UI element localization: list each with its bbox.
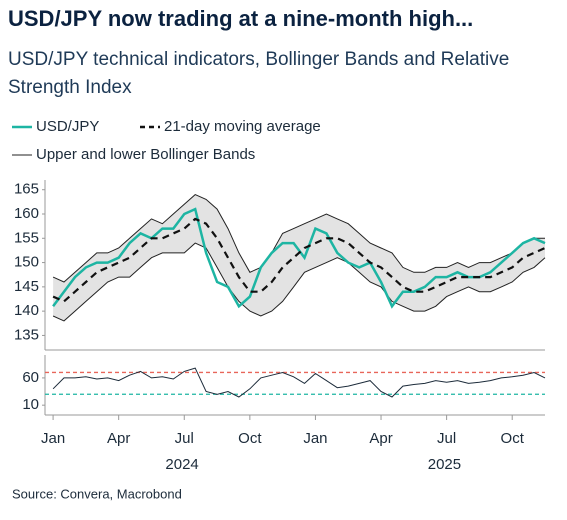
year-label: 2025 (428, 456, 461, 473)
legend-label: USD/JPY (36, 118, 99, 135)
source: Source: Convera, Macrobond (12, 486, 182, 501)
band-line (52, 194, 545, 283)
band-line (52, 242, 546, 322)
series-line (52, 207, 546, 309)
x-tick-label: Jan (303, 430, 327, 447)
y-tick-label: 150 (14, 254, 39, 271)
legend-label: Upper and lower Bollinger Bands (36, 146, 255, 163)
x-tick-label: Oct (501, 430, 525, 447)
x-tick-label: Apr (369, 430, 392, 447)
y-tick-label: 140 (14, 302, 39, 319)
x-tick-label: Jul (175, 430, 194, 447)
x-tick-label: Oct (238, 430, 262, 447)
x-tick-label: Jul (437, 430, 456, 447)
x-tick-label: Apr (107, 430, 130, 447)
y-tick-label: 145 (14, 278, 39, 295)
y-tick-label: 165 (14, 181, 39, 198)
legend-label: 21-day moving average (164, 118, 321, 135)
year-label: 2024 (165, 456, 198, 473)
y-tick-label: 60 (22, 369, 39, 386)
chart-subtitle: USD/JPY technical indicators, Bollinger … (8, 49, 509, 70)
x-tick-label: Jan (41, 430, 65, 447)
y-tick-label: 135 (14, 326, 39, 343)
chart-title: USD/JPY now trading at a nine-month high… (8, 6, 473, 31)
y-tick-label: 155 (14, 229, 39, 246)
y-tick-label: 10 (22, 396, 39, 413)
chart-subtitle: Strength Index (8, 77, 132, 98)
series-line (52, 217, 546, 303)
series-line (52, 367, 546, 398)
y-tick-label: 160 (14, 205, 39, 222)
